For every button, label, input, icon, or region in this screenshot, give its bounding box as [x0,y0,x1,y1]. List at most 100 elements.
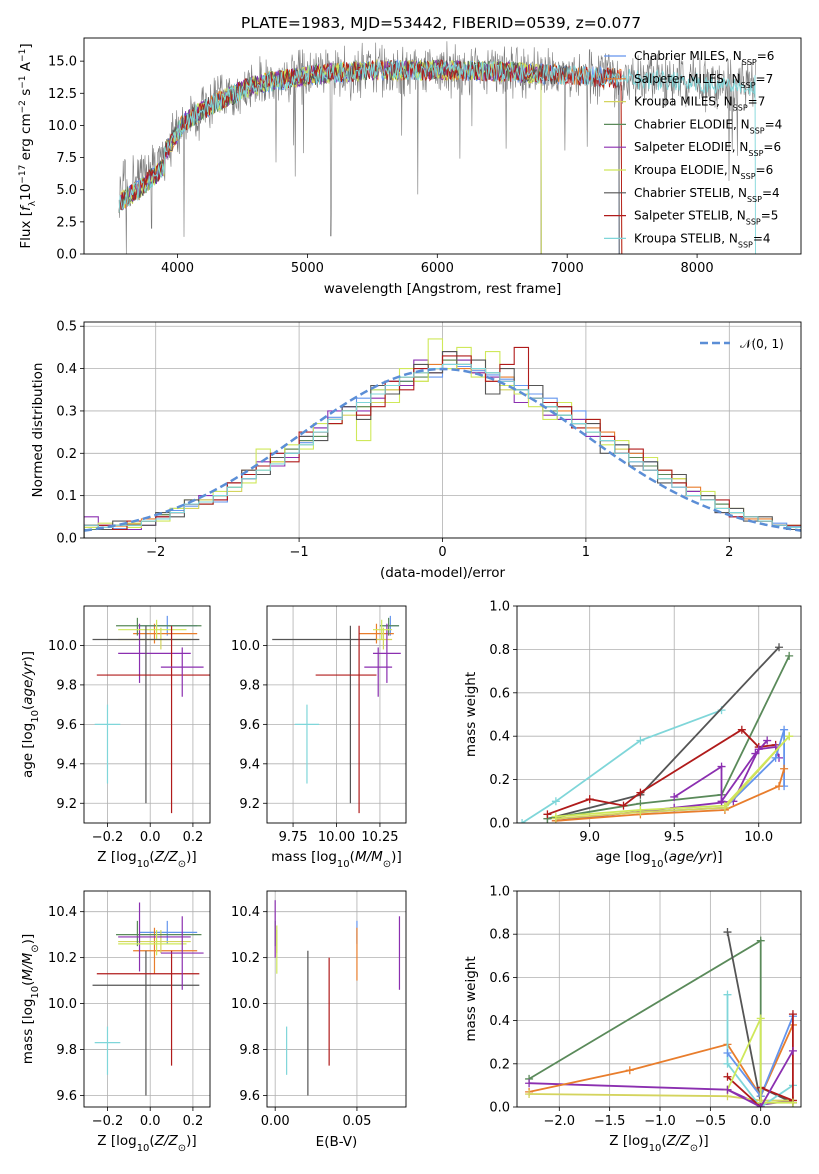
x-tick-label: 7000 [551,261,584,276]
weight-marker [775,643,784,652]
errorbar-point [133,927,198,974]
weight-marker [636,736,645,745]
x-tick-label: −0.5 [695,1114,727,1129]
x-tick-label: 0.0 [750,1114,771,1129]
legend-entry: Salpeter STELIB, NSSP=5 [634,209,778,227]
y-axis-label: Flux [fλ10−17 erg cm−2 s−1 A−1] [18,43,38,248]
y-tick-label: 7.5 [56,151,77,166]
legend-spectrum: Chabrier MILES, NSSP=6 Salpeter MILES, NS… [604,49,782,249]
axes-frame [83,605,211,824]
legend-entry: Salpeter ELODIE, NSSP=6 [634,140,781,158]
axes-age_vs_mass: 9.75 10.00 10.25 9.2 9.4 9.6 9.8 10.0 mass [log1… [231,605,407,870]
figure-title: PLATE=1983, MJD=53442, FIBERID=0539, z=0… [241,14,641,32]
gaussian-curve [84,367,801,532]
weight-marker [585,795,594,804]
weight-marker [788,1098,797,1107]
y-tick-label: 10.4 [231,905,260,920]
weight-marker [625,1066,634,1075]
errorbar-point [160,647,204,697]
x-tick-label: −1.5 [594,1114,626,1129]
weight-marker [723,1085,732,1094]
spectrum-model-line [118,59,620,254]
x-tick-label: −0.2 [92,1114,124,1129]
weight-marker [543,810,552,819]
y-axis-label: Normed distribution [30,363,46,498]
x-tick-label: 10.0 [744,830,773,845]
y-tick-label: 9.6 [56,718,77,733]
weight-marker [723,1059,732,1068]
y-tick-label: 0.3 [56,404,77,419]
y-tick-label: 9.2 [239,797,260,812]
x-tick-label: 0.0 [140,1114,161,1129]
x-axis-label: Z [log10(Z/Z⊙)] [97,1133,196,1154]
y-tick-label: 0.4 [56,362,77,377]
x-tick-label: 10.25 [361,830,398,845]
y-tick-label: 9.8 [56,1043,77,1058]
errorbar-point [118,619,187,640]
weight-marker [785,651,794,660]
weight-series-line [673,739,768,805]
x-tick-label: −1.0 [644,1114,676,1129]
x-axis-label: Z [log10(Z/Z⊙)] [609,1133,708,1154]
weight-marker [780,764,789,773]
weight-marker [525,1090,534,1099]
axes-age_vs_Z: −0.2 0.0 0.2 9.2 9.4 9.6 9.8 10.0 Z [log10(Z/Z⊙)… [20,605,211,870]
weight-series-line [726,994,794,1107]
y-tick-label: 10.0 [48,639,77,654]
weight-series-line [726,1018,793,1104]
plot-area-mass_vs_EBV [267,891,406,1107]
y-tick-label: 9.4 [239,757,260,772]
plot-area-residuals [84,322,801,538]
y-tick-label: 0.4 [489,1014,510,1029]
weight-series-line [727,1050,794,1107]
axes-mass_vs_Z: −0.2 0.0 0.2 9.6 9.8 10.0 10.2 10.4 Z [log10(Z/Z… [20,890,211,1154]
errorbar-point [118,930,187,956]
axes-frame [266,605,407,824]
x-tick-label: −1 [290,545,309,560]
axes-frame [266,890,407,1108]
y-tick-label: 10.0 [231,997,260,1012]
x-tick-label: 2 [725,545,733,560]
y-tick-label: 5.0 [56,183,77,198]
y-tick-label: 1.0 [489,600,510,615]
errorbar-point [94,1026,121,1075]
weight-marker [763,736,772,745]
x-tick-label: 0.2 [183,1114,204,1129]
y-tick-label: 0.8 [489,928,510,943]
weight-marker [788,1046,797,1055]
spectrum-model-line [118,60,756,254]
y-tick-label: 0.8 [489,643,510,658]
errorbar-point [364,647,393,697]
legend-entry: Kroupa MILES, NSSP=7 [634,95,765,113]
y-tick-label: 10.2 [48,951,77,966]
x-axis-label: wavelength [Angstrom, rest frame] [324,281,562,297]
x-axis-label: mass [log10(M/M⊙)] [271,849,401,870]
plot-area-age_vs_Z [84,606,210,823]
weight-marker [756,1103,765,1107]
errorbar-point [372,623,401,683]
legend-entry: Kroupa ELODIE, NSSP=6 [634,163,773,181]
weight-marker [788,1010,797,1019]
y-axis-label: mass [log10(M/M⊙)] [20,934,41,1064]
y-tick-label: 10.0 [48,997,77,1012]
axes-mass_vs_EBV: 0.00 0.05 9.6 9.8 10.0 10.2 10.4 E(B-V) [231,890,407,1150]
y-tick-label: 0.0 [56,248,77,263]
axes-frame [516,890,802,1108]
y-tick-label: 0.2 [489,1057,510,1072]
x-tick-label: −2 [146,545,165,560]
x-tick-label: −2.0 [544,1114,576,1129]
y-tick-label: 9.8 [56,678,77,693]
y-axis-label: mass weight [463,956,479,1041]
axes-spectrum: 4000 5000 6000 7000 8000 0.0 2.5 5.0 7.5 10.0 12.5… [18,37,802,297]
legend-entry: Chabrier MILES, NSSP=6 [634,49,774,67]
y-tick-label: 0.0 [56,532,77,547]
errorbar-point [96,625,210,814]
axes-frame [516,605,802,824]
errorbar-point [118,623,191,683]
weight-marker [720,801,729,810]
plot-area-age_vs_mass [267,606,406,823]
y-tick-label: 10.4 [48,905,77,920]
errorbar-point [372,619,393,640]
